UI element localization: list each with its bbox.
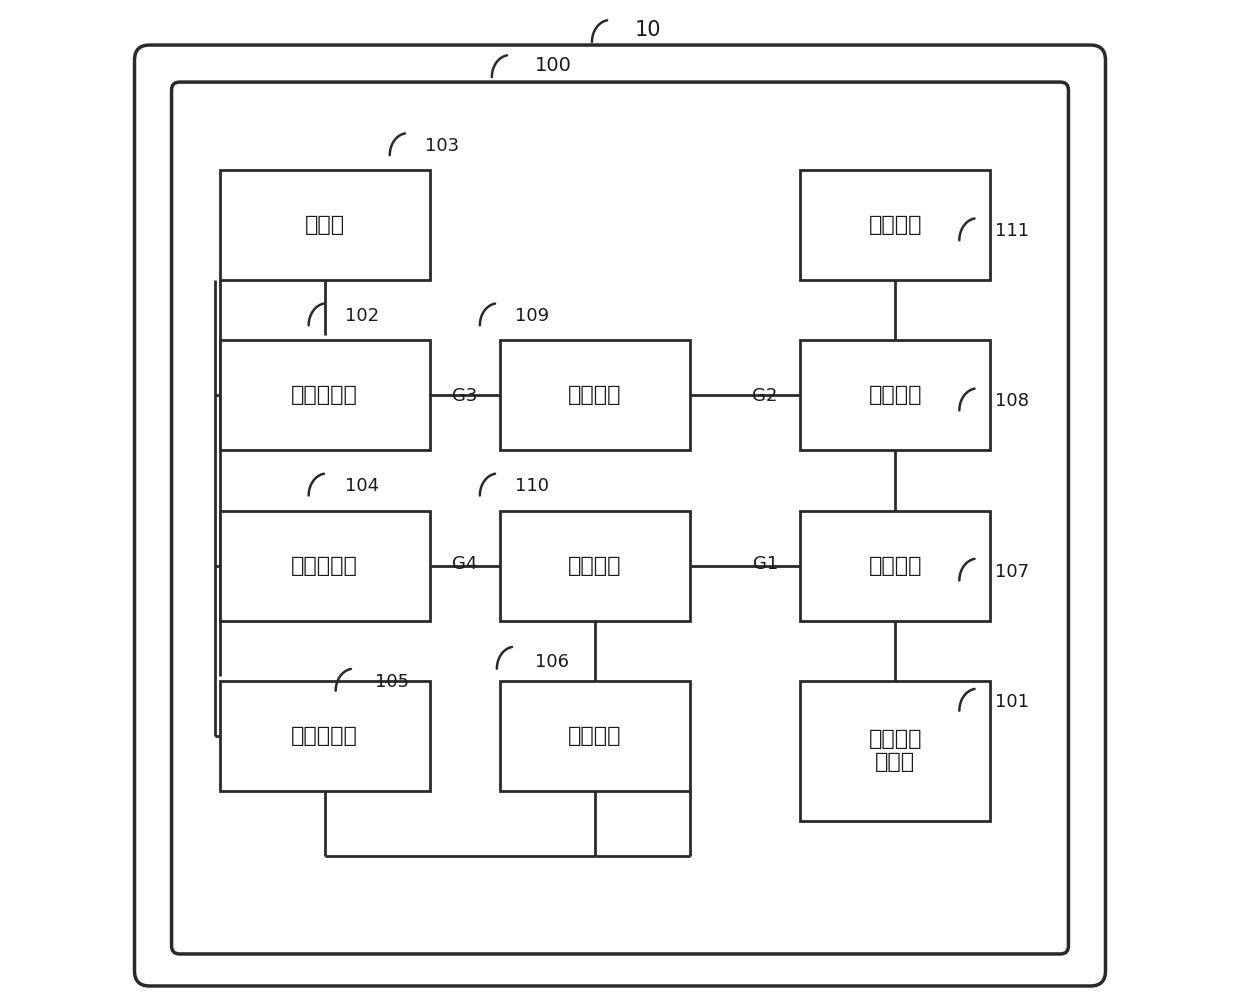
Bar [219,511,430,621]
Text: G1: G1 [753,555,777,573]
Bar [800,681,991,821]
Bar [800,170,991,280]
Text: 第一扫描线: 第一扫描线 [291,385,358,405]
Text: 111: 111 [996,222,1029,240]
Bar [219,340,430,450]
Bar [800,340,991,450]
Text: 微米发光
二极管: 微米发光 二极管 [868,729,923,773]
Text: 第二扫描线: 第二扫描线 [291,556,358,576]
Text: 第三扫描线: 第三扫描线 [291,726,358,746]
Bar [219,681,430,791]
Text: 第一开关: 第一开关 [868,556,923,576]
Text: 104: 104 [345,477,379,495]
Text: 第四开关: 第四开关 [568,556,621,576]
FancyBboxPatch shape [171,82,1069,954]
Text: 第二开关: 第二开关 [868,385,923,405]
Text: 109: 109 [515,307,549,325]
Text: 第三开关: 第三开关 [568,385,621,405]
Text: 数据线: 数据线 [305,215,345,235]
Bar [219,170,430,280]
Text: 驱动电源: 驱动电源 [868,215,923,235]
Text: 102: 102 [345,307,379,325]
FancyBboxPatch shape [134,45,1106,986]
Bar [500,681,691,791]
Text: 105: 105 [374,673,409,691]
Text: 感光单元: 感光单元 [568,726,621,746]
Text: 10: 10 [635,20,661,40]
Text: 107: 107 [996,563,1029,581]
Bar [800,511,991,621]
Bar [500,340,691,450]
Bar [500,511,691,621]
Text: G4: G4 [453,555,477,573]
Text: 110: 110 [515,477,549,495]
Text: 106: 106 [534,653,569,671]
Text: 108: 108 [996,392,1029,410]
Text: 100: 100 [534,56,572,75]
Text: 103: 103 [425,137,459,155]
Text: G3: G3 [453,387,477,405]
Text: G2: G2 [753,387,777,405]
Text: 101: 101 [996,693,1029,711]
